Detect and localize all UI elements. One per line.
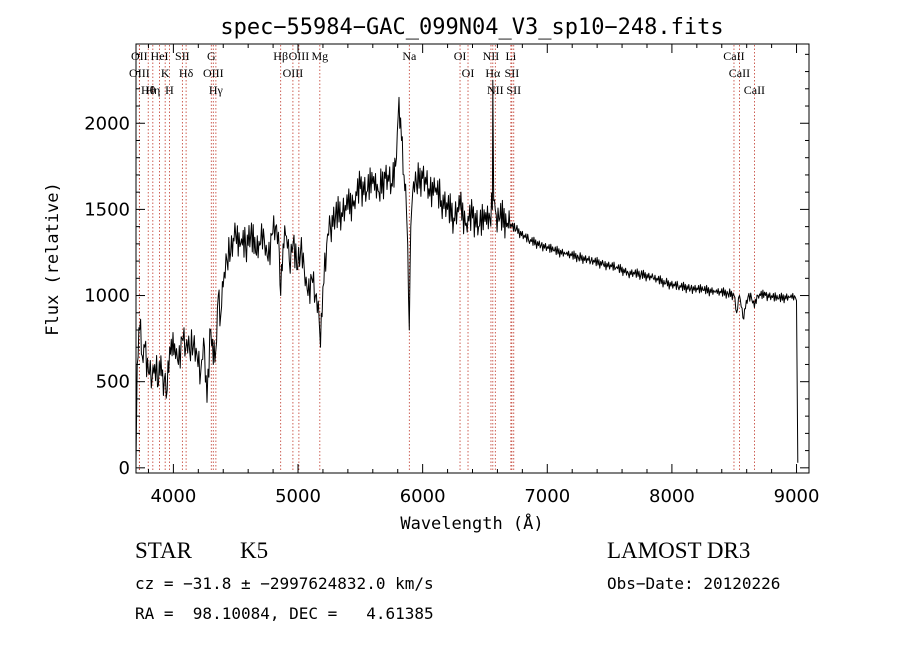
line-marker-label: CaII [729, 66, 750, 80]
line-marker-label: SII [505, 66, 520, 80]
y-tick-label: 500 [96, 372, 130, 393]
x-tick-label: 4000 [150, 486, 196, 507]
line-marker-label: OIII [289, 49, 310, 63]
x-tick-label: 8000 [649, 486, 695, 507]
line-marker-label: Hη [145, 83, 160, 97]
line-marker-label: H [165, 83, 174, 97]
y-tick-label: 0 [119, 458, 130, 479]
y-tick-label: 2000 [84, 113, 130, 134]
spectrum-layer [135, 79, 799, 465]
observation-date: Obs−Date: 20120226 [607, 574, 781, 593]
line-marker-label: SII [175, 49, 190, 63]
x-tick-label: 7000 [524, 486, 570, 507]
line-marker-label: G [207, 49, 216, 63]
sky-coordinates: RA = 98.10084, DEC = 4.61385 [135, 604, 434, 623]
y-axis-ticks: 0 500 1000 1500 2000 [84, 53, 809, 479]
y-tick-label: 1500 [84, 199, 130, 220]
line-marker-label: CaII [723, 49, 744, 63]
line-marker-label: CaII [744, 83, 765, 97]
line-marker-label: OIII [283, 66, 304, 80]
line-marker-label: SII [506, 83, 521, 97]
spectral-subclass: K5 [240, 538, 269, 563]
x-tick-label: 5000 [275, 486, 321, 507]
line-marker-label: NII [483, 49, 500, 63]
line-marker-label: Hγ [209, 83, 224, 97]
spectrum-line [135, 79, 799, 465]
line-marker-label: OI [454, 49, 467, 63]
line-marker-label: OIII [129, 66, 150, 80]
redshift-velocity: cz = −31.8 ± −2997624832.0 km/s [135, 574, 434, 593]
line-marker-label: OI [462, 66, 475, 80]
line-marker-label: Mg [311, 49, 328, 63]
line-marker-label: K [161, 66, 170, 80]
line-marker-label: Na [402, 49, 417, 63]
survey-name: LAMOST DR3 [607, 538, 751, 563]
line-marker-label: Hθ [141, 83, 156, 97]
line-marker-label: HeI [151, 49, 169, 63]
line-markers [138, 45, 755, 472]
x-axis-label: Wavelength (Å) [400, 512, 543, 534]
line-marker-label: Li [506, 49, 517, 63]
line-marker-label: Hα [485, 66, 501, 80]
y-tick-label: 1000 [84, 286, 130, 307]
line-marker-label: OIII [203, 66, 224, 80]
line-marker-label: Hβ [273, 49, 288, 63]
chart-title: spec−55984−GAC_099N04_V3_sp10−248.fits [220, 15, 723, 40]
line-marker-label: Hδ [179, 66, 194, 80]
line-marker-label: NII [487, 83, 504, 97]
object-class: STAR [135, 538, 192, 563]
plot-frame [135, 43, 810, 474]
line-marker-label: OII [131, 49, 148, 63]
x-tick-label: 9000 [774, 486, 820, 507]
x-tick-label: 6000 [400, 486, 446, 507]
y-axis-label: Flux (relative) [43, 182, 63, 336]
x-axis-ticks: 4000 5000 6000 7000 8000 9000 [147, 44, 820, 507]
